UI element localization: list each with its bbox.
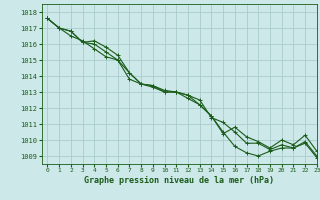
X-axis label: Graphe pression niveau de la mer (hPa): Graphe pression niveau de la mer (hPa) [84,176,274,185]
